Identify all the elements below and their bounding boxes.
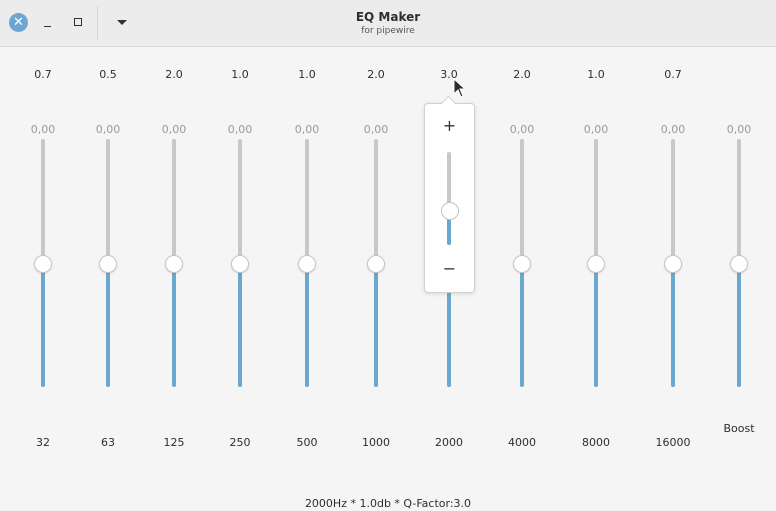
q-factor-popover: + − [424,103,475,293]
frequency-label: 250 [229,436,251,449]
q-factor-button[interactable]: 1.0 [298,68,316,81]
q-factor-button[interactable]: 0.5 [99,68,117,81]
eq-band-125: 2.0 0,00 125 [144,46,204,466]
gain-slider-fill [374,263,378,387]
gain-slider-fill [594,263,598,387]
gain-slider-handle[interactable] [664,255,682,273]
frequency-label: 16000 [655,436,691,449]
gain-slider-fill [671,263,675,387]
gain-value: 0,00 [161,123,187,136]
minus-icon[interactable]: − [442,259,457,278]
q-factor-button[interactable]: 2.0 [165,68,183,81]
frequency-label: 2000 [435,436,463,449]
maximize-icon[interactable] [68,12,88,32]
q-factor-button[interactable]: 0.7 [34,68,52,81]
mouse-cursor-icon [453,78,467,98]
frequency-label: 32 [36,436,50,449]
boost-gain-value: 0,00 [726,123,752,136]
titlebar-separator [97,6,98,40]
chevron-down-icon[interactable] [110,12,134,32]
frequency-label: 4000 [508,436,536,449]
eq-band-500: 1.0 0,00 500 [277,46,337,466]
boost-slider-handle[interactable] [730,255,748,273]
eq-band-63: 0.5 0,00 63 [78,46,138,466]
q-factor-button[interactable]: 0.7 [664,68,682,81]
gain-slider-fill [305,263,309,387]
window-subtitle: for pipewire [361,26,415,36]
boost-label: Boost [723,422,755,435]
gain-value: 0,00 [95,123,121,136]
plus-icon[interactable]: + [442,116,457,135]
q-factor-button[interactable]: 3.0 [440,68,458,81]
gain-slider-fill [41,263,45,387]
gain-slider-fill [172,263,176,387]
gain-value: 0,00 [30,123,56,136]
gain-slider-handle[interactable] [367,255,385,273]
frequency-label: 8000 [582,436,610,449]
gain-value: 0,00 [509,123,535,136]
q-factor-button[interactable]: 1.0 [231,68,249,81]
eq-band-16000: 0.7 0,00 16000 [643,46,703,466]
q-factor-button[interactable]: 2.0 [367,68,385,81]
gain-slider-fill [106,263,110,387]
gain-slider-fill [520,263,524,387]
q-factor-slider[interactable] [447,152,451,245]
q-factor-button[interactable]: 1.0 [587,68,605,81]
boost-band: 0,00 Boost [709,46,769,466]
frequency-label: 500 [296,436,318,449]
gain-value: 0,00 [294,123,320,136]
eq-band-4000: 2.0 0,00 4000 [492,46,552,466]
gain-value: 0,00 [583,123,609,136]
gain-slider-fill [447,263,451,387]
gain-slider-handle[interactable] [99,255,117,273]
window-title: EQ Maker [355,10,421,24]
gain-value: 0,00 [227,123,253,136]
gain-slider-handle[interactable] [34,255,52,273]
gain-value: 0,00 [660,123,686,136]
frequency-label: 63 [101,436,115,449]
close-icon[interactable]: ✕ [9,13,28,32]
eq-band-8000: 1.0 0,00 8000 [566,46,626,466]
gain-slider-handle[interactable] [298,255,316,273]
title-bar: ✕ EQ Maker for pipewire [0,0,776,47]
q-factor-slider-handle[interactable] [441,202,459,220]
eq-band-250: 1.0 0,00 250 [210,46,270,466]
minimize-icon[interactable] [38,12,58,32]
q-factor-slider-fill [447,210,451,245]
status-bar: 2000Hz * 1.0db * Q-Factor:3.0 [304,497,472,510]
gain-slider-handle[interactable] [587,255,605,273]
gain-value: 0,00 [363,123,389,136]
gain-slider-fill [238,263,242,387]
gain-slider-handle[interactable] [165,255,183,273]
eq-band-32: 0.7 0,00 32 [13,46,73,466]
frequency-label: 1000 [362,436,390,449]
gain-slider-handle[interactable] [513,255,531,273]
eq-band-1000: 2.0 0,00 1000 [346,46,406,466]
boost-slider-fill [737,263,741,387]
q-factor-button[interactable]: 2.0 [513,68,531,81]
frequency-label: 125 [163,436,185,449]
gain-slider-handle[interactable] [231,255,249,273]
